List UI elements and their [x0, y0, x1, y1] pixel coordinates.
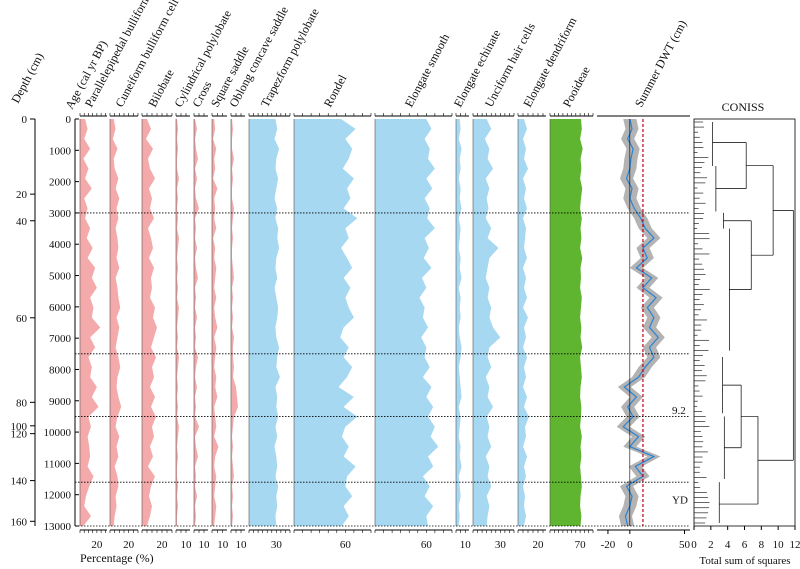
depth-header: Depth (cm) — [8, 50, 46, 105]
coniss-title: CONISS — [722, 100, 765, 114]
area-parallelepipedal-bulliform-cell — [80, 119, 101, 526]
event-annotation: 9.2 — [672, 405, 686, 417]
coniss-tick-label: 2 — [708, 539, 714, 551]
coniss-tick-label: 8 — [759, 539, 765, 551]
depth-tick-label: 20 — [16, 189, 28, 201]
panel-summer-dwt: -20 0 50 Summer DWT (cm) — [597, 18, 691, 551]
panel-tick-label: 60 — [421, 539, 433, 551]
area-oblong-concave-saddle — [231, 119, 238, 526]
panel-tick-label: 30 — [271, 539, 283, 551]
age-tick-label: 1000 — [49, 145, 72, 157]
coniss-dendrogram: 0 2 4 6 8 10 12 — [691, 118, 800, 551]
coniss-tick-label: 10 — [773, 539, 785, 551]
panel-tick-label: 10 — [181, 539, 193, 551]
coniss-xlabel: Total sum of squares — [699, 555, 790, 567]
event-annotation: YD — [672, 494, 688, 506]
age-tick-label: 11000 — [44, 458, 72, 470]
depth-tick-label: 140 — [11, 476, 28, 488]
coniss-tick-label: 0 — [691, 539, 697, 551]
panel-tick-label: 20 — [91, 539, 103, 551]
panel-elongate-smooth: 60 Elongate smooth — [374, 31, 453, 551]
age-tick-label: 4000 — [49, 239, 72, 251]
age-tick-label: 3000 — [49, 208, 72, 220]
area-elongate-echinate — [456, 119, 462, 526]
depth-tick-label: 120 — [11, 429, 28, 441]
panel-tick-label: 70 — [575, 539, 587, 551]
depth-tick-label: 0 — [22, 114, 28, 126]
depth-tick-label: 100 — [11, 421, 28, 433]
panel-tick-label: 60 — [340, 539, 352, 551]
dwt-line — [622, 118, 660, 527]
area-bilobate — [142, 119, 157, 526]
panel-tick-label: 20 — [533, 539, 545, 551]
area-square-saddle — [212, 119, 219, 526]
panel-tick-label: 0 — [627, 539, 633, 551]
panel-tick-label: 10 — [217, 539, 229, 551]
age-tick-label: 6000 — [49, 302, 72, 314]
coniss-tick-label: 12 — [790, 539, 800, 551]
taxon-label: Pooideae — [560, 64, 593, 109]
age-axis: 0 1000 2000 3000 4000 5000 6000 7000 8000 9000 100… — [44, 114, 79, 533]
age-tick-label: 5000 — [49, 271, 72, 283]
coniss-tick-label: 4 — [725, 539, 731, 551]
panel-rondel: 60 Rondel — [293, 72, 372, 551]
panel-tick-label: -20 — [601, 539, 616, 551]
area-cross — [194, 119, 199, 526]
area-unciform-hair-cells — [473, 119, 501, 526]
area-cylindrical-polylobate — [176, 119, 179, 526]
area-cuneiform-bulliform-cell — [110, 119, 122, 526]
age-tick-label: 10000 — [44, 427, 72, 439]
age-tick-label: 7000 — [49, 333, 72, 345]
dwt-error-band — [616, 119, 665, 526]
depth-tick-label: 40 — [16, 216, 28, 228]
taxon-label: Trapezform polylobate — [258, 6, 322, 110]
age-tick-label: 2000 — [49, 177, 72, 189]
area-trapezform-polylobate — [249, 119, 280, 526]
age-tick-label: 13000 — [44, 521, 72, 533]
depth-tick-label: 60 — [16, 313, 28, 325]
area-pooideae — [550, 119, 583, 526]
depth-tick-label: 160 — [11, 516, 28, 528]
taxon-label: Elongate smooth — [402, 31, 452, 109]
coniss-frame — [693, 118, 796, 527]
age-tick-label: 0 — [66, 114, 72, 126]
age-tick-label: 9000 — [49, 396, 72, 408]
age-tick-label: 8000 — [49, 364, 72, 376]
panel-tick-label: 50 — [679, 539, 691, 551]
area-elongate-smooth — [375, 119, 439, 526]
area-elongate-dendriform — [518, 119, 529, 526]
panel-tick-label: 10 — [236, 539, 248, 551]
taxon-label: Summer DWT (cm) — [632, 18, 690, 110]
area-rondel — [294, 119, 358, 526]
panel-tick-label: 20 — [157, 539, 169, 551]
percentage-label: Percentage (%) — [80, 551, 154, 565]
panel-tick-label: 30 — [495, 539, 507, 551]
depth-tick-label: 80 — [16, 397, 28, 409]
panel-tick-label: 20 — [123, 539, 135, 551]
panel-tick-label: 10 — [460, 539, 472, 551]
coniss-tick-label: 6 — [742, 539, 748, 551]
taxon-label: Rondel — [321, 72, 350, 110]
zone-lines: 9.2 YD — [75, 212, 690, 527]
age-tick-label: 12000 — [44, 490, 72, 502]
panel-tick-label: 10 — [199, 539, 211, 551]
panel-pooideae: 70 Pooideae — [549, 64, 594, 551]
